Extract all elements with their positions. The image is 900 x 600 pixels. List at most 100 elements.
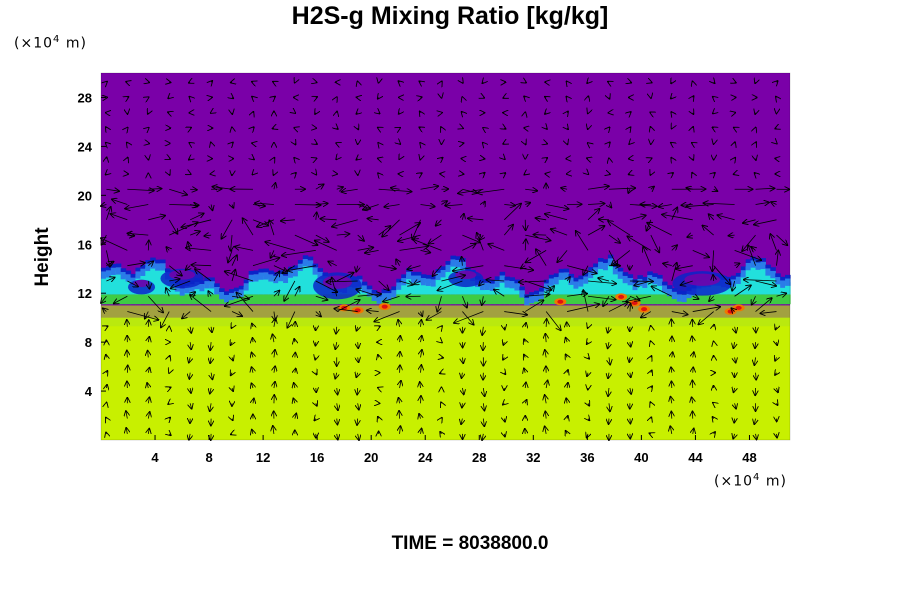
velocity-arrow [567, 128, 568, 129]
velocity-arrow [536, 218, 547, 220]
velocity-arrow [698, 311, 714, 325]
velocity-arrow [754, 418, 755, 424]
band-green [440, 294, 447, 305]
band-green [125, 294, 132, 305]
band-blue [534, 294, 540, 302]
band-green [514, 294, 520, 305]
velocity-arrow [358, 433, 359, 440]
velocity-arrow [127, 280, 138, 287]
band-green [268, 294, 274, 305]
velocity-arrow [357, 294, 381, 296]
velocity-arrow [148, 280, 149, 289]
velocity-arrow [588, 403, 589, 405]
velocity-arrow [545, 113, 546, 114]
velocity-arrow [147, 383, 148, 388]
velocity-arrow [587, 373, 588, 376]
band-dark-blue [514, 279, 520, 284]
band-dark-blue [730, 275, 737, 280]
band-green [120, 294, 127, 305]
band-green [499, 294, 506, 305]
velocity-arrow [243, 218, 254, 236]
velocity-arrow [368, 219, 379, 220]
band-green [726, 294, 732, 305]
velocity-arrow [702, 226, 714, 236]
velocity-arrow [148, 320, 149, 327]
band-green [150, 294, 156, 305]
velocity-arrow [483, 173, 484, 174]
velocity-arrow [643, 247, 652, 266]
velocity-arrow [101, 205, 106, 206]
band-dark-blue [386, 289, 392, 294]
velocity-arrow [316, 97, 317, 98]
band-blue [558, 272, 565, 280]
band-cyan [204, 284, 210, 295]
velocity-arrow [225, 295, 254, 306]
velocity-arrow [692, 336, 693, 343]
band-blue [686, 290, 693, 299]
band-blue [292, 269, 299, 277]
band-dark-blue [268, 270, 274, 275]
velocity-arrow [400, 336, 401, 343]
band-dark-blue [214, 283, 220, 288]
velocity-arrow [231, 311, 242, 316]
velocity-arrow [525, 280, 551, 290]
band-green [164, 294, 171, 305]
band-cyan [415, 279, 422, 295]
band-blue [307, 260, 314, 268]
band-blue [297, 263, 304, 272]
band-dark-blue [415, 271, 422, 276]
velocity-arrow [126, 411, 127, 419]
band-blue [366, 289, 373, 297]
velocity-arrow [712, 250, 713, 271]
band-cyan [268, 277, 274, 295]
band-dark-blue [455, 256, 461, 260]
velocity-arrow [545, 426, 546, 434]
band-green [735, 294, 742, 305]
velocity-arrow [504, 312, 527, 315]
velocity-arrow [546, 128, 547, 129]
velocity-arrow [671, 82, 672, 83]
velocity-arrow [647, 223, 672, 236]
band-green [273, 294, 279, 305]
velocity-arrow [525, 294, 549, 296]
velocity-arrow [147, 295, 163, 312]
hotspot-core [727, 309, 734, 314]
velocity-arrow [771, 202, 776, 204]
band-dark-blue [578, 275, 584, 280]
band-cyan [248, 278, 255, 295]
velocity-arrow [358, 128, 359, 129]
velocity-arrow [760, 312, 777, 314]
band-blue [785, 278, 791, 286]
band-blue [553, 277, 560, 285]
velocity-arrow [671, 312, 688, 315]
x-tick-label: 24 [418, 450, 433, 465]
band-cyan [105, 273, 112, 295]
band-dark-blue [204, 277, 210, 282]
band-dark-blue [494, 276, 501, 281]
band-green [420, 294, 427, 305]
velocity-arrow [693, 368, 694, 373]
velocity-arrow [213, 187, 233, 190]
velocity-arrow [731, 308, 734, 311]
band-green [647, 294, 653, 305]
velocity-arrow [211, 81, 212, 82]
band-green [184, 294, 191, 305]
velocity-arrow [536, 249, 547, 266]
band-green [721, 294, 727, 305]
band-blue [583, 276, 589, 284]
band-cyan [194, 285, 201, 295]
velocity-arrow [663, 263, 672, 265]
velocity-arrow [232, 205, 233, 208]
band-cyan [115, 270, 122, 295]
band-green [691, 294, 698, 305]
velocity-arrow [190, 403, 191, 408]
velocity-arrow [106, 250, 109, 266]
velocity-arrow [566, 338, 567, 342]
velocity-arrow [232, 270, 235, 282]
band-dark-blue [666, 285, 673, 289]
band-cyan [583, 280, 589, 295]
velocity-arrow [488, 244, 505, 251]
velocity-arrow [231, 235, 232, 251]
band-green [199, 294, 205, 305]
